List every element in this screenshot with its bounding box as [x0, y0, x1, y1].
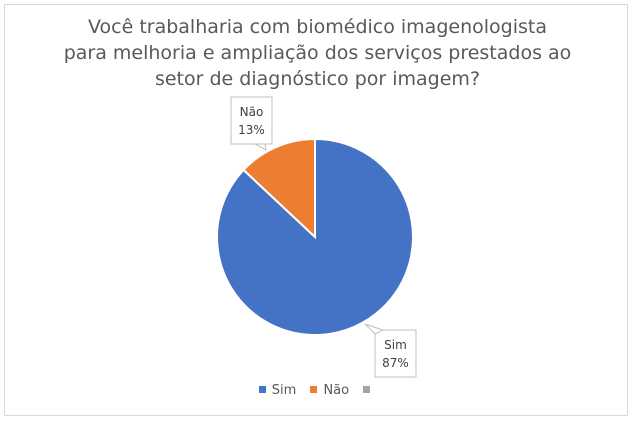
- legend-item-empty: [363, 383, 376, 398]
- data-label-box-0: [374, 329, 417, 378]
- data-label-value-0: 87%: [382, 356, 409, 370]
- chart-title: Você trabalharia com biomédico imagenolo…: [0, 14, 635, 92]
- chart-title-line-1: Você trabalharia com biomédico imagenolo…: [88, 16, 547, 38]
- chart-title-line-3: setor de diagnóstico por imagem?: [154, 68, 481, 90]
- data-label-category-0: Sim: [384, 338, 407, 352]
- legend-item-nao: Não: [310, 383, 349, 398]
- data-label-pointer-0: [364, 323, 385, 335]
- legend-swatch-empty: [363, 386, 371, 393]
- data-label-value-1: 13%: [238, 123, 265, 137]
- legend-swatch-sim: [258, 386, 266, 393]
- data-label-box-1: [230, 96, 273, 145]
- legend-item-sim: Sim: [258, 383, 297, 398]
- chart-title-line-2: para melhoria e ampliação dos serviços p…: [63, 42, 572, 64]
- pie-slice-sim: [216, 137, 414, 336]
- legend-label-nao: Não: [323, 383, 350, 398]
- data-label-category-1: Não: [240, 105, 264, 119]
- pie-slice-nao: [242, 137, 316, 240]
- legend-label-sim: Sim: [271, 383, 297, 398]
- data-label-pointer-1: [254, 143, 267, 151]
- legend-swatch-nao: [310, 386, 318, 393]
- legend: Sim Não: [0, 383, 635, 398]
